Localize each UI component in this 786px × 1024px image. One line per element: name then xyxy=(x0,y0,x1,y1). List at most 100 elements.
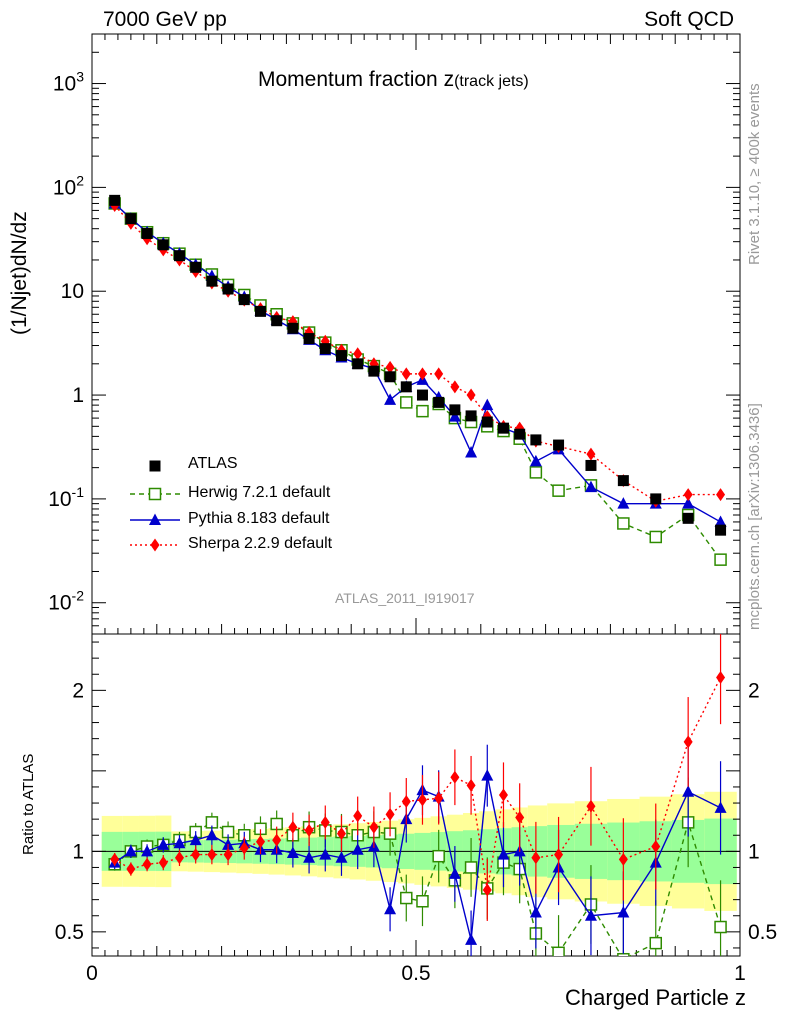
ratio-series-sherpa xyxy=(110,634,726,921)
ratio-point xyxy=(649,936,663,950)
data-point xyxy=(466,388,476,402)
data-point xyxy=(617,497,630,509)
ratio-point xyxy=(515,811,525,825)
ratio-tick-label: 0.5 xyxy=(55,921,84,944)
y-tick-label: 10-2 xyxy=(48,588,84,615)
ratio-point xyxy=(173,836,186,849)
analysis-id: ATLAS_2011_I919017 xyxy=(335,590,475,606)
data-point xyxy=(190,261,202,273)
data-point xyxy=(109,194,121,206)
main-title-sub: (track jets) xyxy=(454,73,529,90)
ratio-point xyxy=(110,852,120,866)
y-axis-label: (1/Njet)dN/dz xyxy=(8,211,31,335)
data-point xyxy=(238,294,250,306)
ratio-point xyxy=(319,848,332,860)
ratio-point xyxy=(286,846,299,858)
ratio-tick-label: 2 xyxy=(72,679,84,702)
ratio-point xyxy=(384,902,397,915)
x-tick-label: 0.5 xyxy=(401,962,430,985)
ratio-point xyxy=(255,835,265,849)
ratio-point xyxy=(304,823,314,837)
data-point xyxy=(530,434,542,446)
legend-label-sherpa: Sherpa 2.2.9 default xyxy=(188,535,333,552)
ratio-point xyxy=(552,946,565,956)
data-point xyxy=(586,447,596,461)
ratio-point xyxy=(481,769,494,781)
data-point xyxy=(682,512,694,524)
data-point xyxy=(682,497,695,509)
legend-markers xyxy=(130,460,180,552)
data-point xyxy=(481,398,494,411)
data-point xyxy=(254,305,266,317)
ratio-point xyxy=(142,857,152,871)
ratio-point xyxy=(651,840,661,854)
data-point xyxy=(715,524,727,536)
ratio-point xyxy=(464,861,478,874)
main-y-ticks xyxy=(92,33,740,635)
data-point xyxy=(552,484,565,497)
series-atlas xyxy=(109,194,727,536)
data-point xyxy=(125,213,137,225)
ratio-point xyxy=(385,807,395,821)
ratio-point xyxy=(434,791,444,805)
data-point xyxy=(352,358,364,370)
data-point xyxy=(617,475,629,487)
ratio-y-axis-label: Ratio to ATLAS xyxy=(20,753,37,855)
ratio-point xyxy=(141,844,154,857)
y-tick-label: 10-1 xyxy=(48,484,84,511)
data-point xyxy=(529,454,542,467)
x-tick-label: 1 xyxy=(734,962,746,985)
data-point xyxy=(714,553,727,566)
ratio-point xyxy=(432,849,445,863)
data-point xyxy=(514,428,526,440)
data-point xyxy=(368,365,380,377)
ratio-point xyxy=(584,909,597,921)
y-tick-label: 102 xyxy=(53,172,84,199)
ratio-point xyxy=(351,843,364,855)
ratio-point xyxy=(586,799,596,813)
legend-marker xyxy=(149,513,161,525)
ratio-point xyxy=(272,833,282,847)
data-point xyxy=(650,493,662,505)
ratio-point xyxy=(191,848,201,862)
data-point xyxy=(416,404,429,418)
data-point xyxy=(433,396,445,408)
legend-marker xyxy=(148,487,162,501)
x-axis-label: Charged Particle z xyxy=(565,985,746,1010)
data-point xyxy=(529,466,543,479)
header-right: Soft QCD xyxy=(644,8,734,31)
ratio-point xyxy=(617,952,630,956)
ratio-point xyxy=(714,920,727,934)
data-point xyxy=(141,227,153,239)
ratio-point xyxy=(416,895,429,908)
data-point xyxy=(401,367,411,381)
ratio-point xyxy=(126,862,136,876)
data-point xyxy=(465,410,477,422)
series-line xyxy=(114,204,721,502)
ratio-point xyxy=(157,838,170,850)
data-point xyxy=(714,515,727,527)
legend-marker xyxy=(150,538,160,552)
data-point xyxy=(617,517,630,530)
data-point xyxy=(716,488,726,502)
data-point xyxy=(303,333,315,345)
header-left: 7000 GeV pp xyxy=(103,8,227,31)
ratio-point xyxy=(531,851,541,865)
data-point xyxy=(271,315,283,327)
ratio-point xyxy=(498,788,508,802)
data-point xyxy=(683,488,693,502)
ratio-point xyxy=(618,852,628,866)
ratio-point xyxy=(466,778,476,792)
data-point xyxy=(450,380,460,394)
ratio-point xyxy=(189,833,202,846)
ratio-series-line xyxy=(114,677,722,891)
data-point xyxy=(497,422,509,434)
data-point xyxy=(222,283,234,295)
data-point xyxy=(417,367,427,381)
ratio-point xyxy=(450,770,460,784)
ratio-point xyxy=(205,828,218,841)
x-tick-label: 0 xyxy=(86,962,98,985)
ratio-point xyxy=(303,851,316,863)
ratio-frame xyxy=(91,633,741,957)
data-point xyxy=(416,389,428,401)
